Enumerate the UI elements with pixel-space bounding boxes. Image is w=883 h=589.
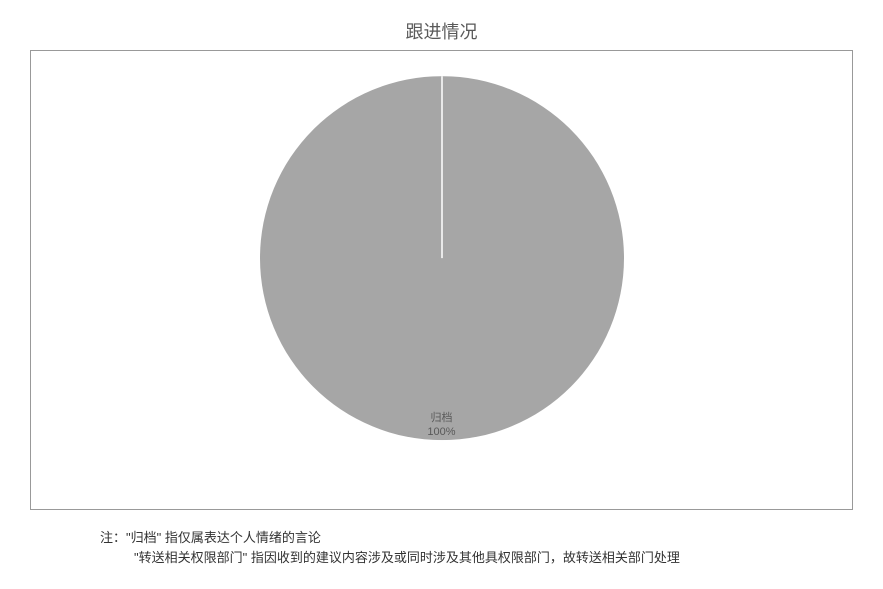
- footnote-line-2: "转送相关权限部门" 指因收到的建议内容涉及或同时涉及其他具权限部门，故转送相关…: [100, 548, 680, 568]
- footnote-line-1: 注："归档" 指仅属表达个人情绪的言论: [100, 528, 680, 548]
- pie-data-label-0: 归档 100%: [427, 411, 455, 440]
- pie-data-label-name: 归档: [427, 411, 455, 425]
- pie-svg: [260, 76, 624, 440]
- chart-title: 跟进情况: [0, 0, 883, 54]
- chart-plot-area: 归档 100%: [30, 50, 853, 510]
- pie-chart: [260, 76, 624, 440]
- footnotes: 注："归档" 指仅属表达个人情绪的言论 "转送相关权限部门" 指因收到的建议内容…: [100, 528, 680, 567]
- pie-data-label-percent: 100%: [427, 425, 455, 439]
